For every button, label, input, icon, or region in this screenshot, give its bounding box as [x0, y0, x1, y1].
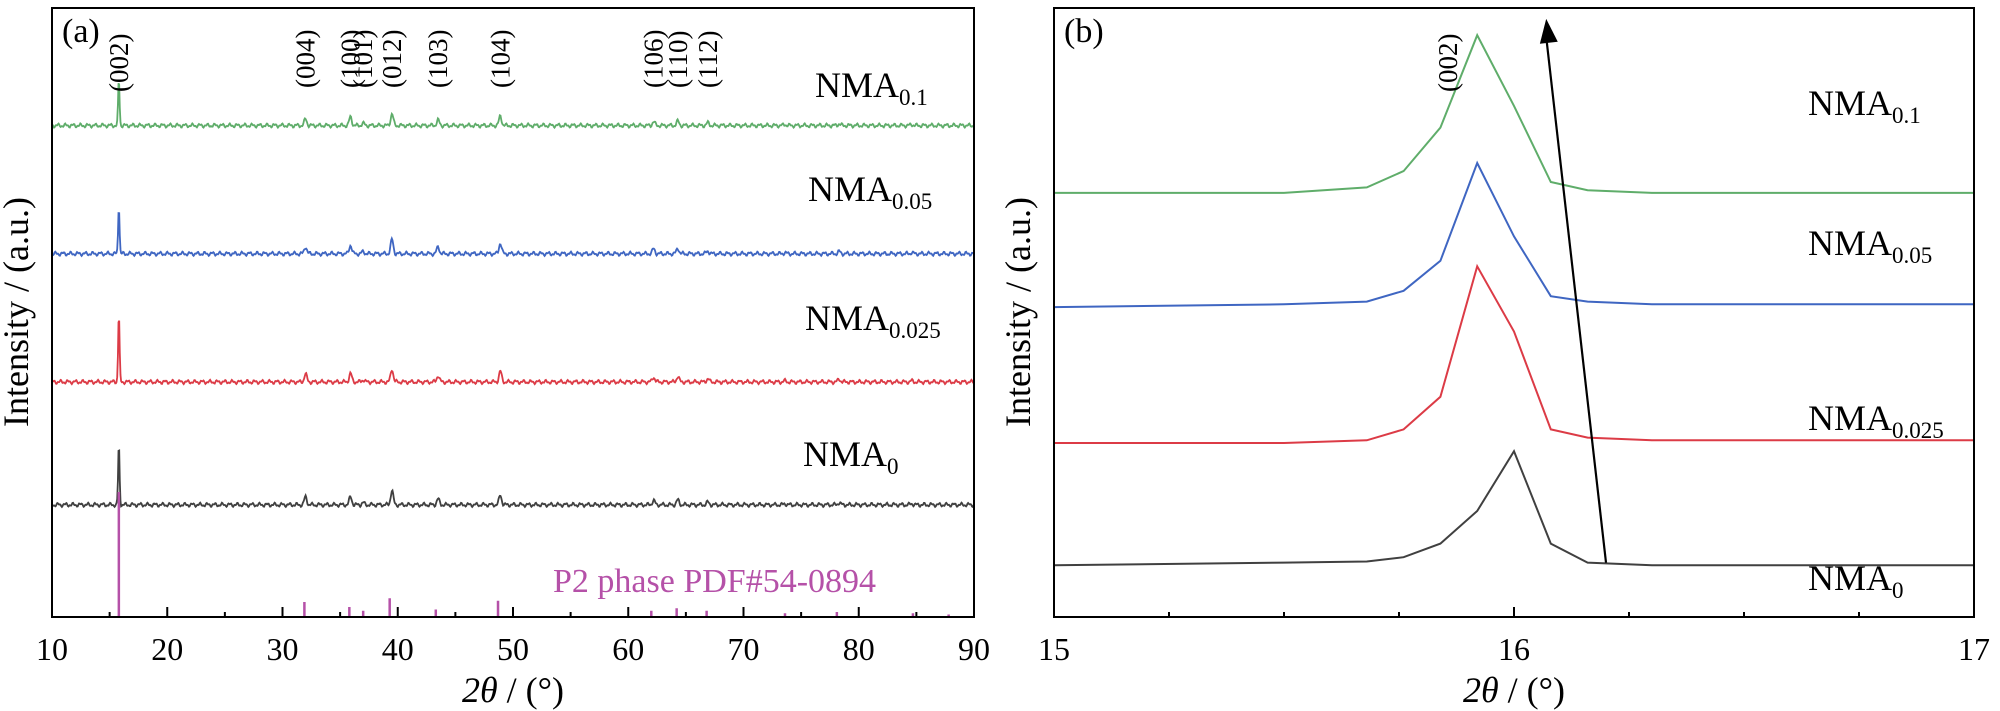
series-line-NMA0	[1053, 448, 1974, 567]
panel-a-chart: 10 20 30 40 50 60 70 80 90 (002) (004) (100)(101)(…	[0, 7, 990, 710]
peak-label: (106)	[639, 30, 669, 88]
series-line-NMA0	[51, 449, 975, 509]
x-tick-label: 50	[497, 631, 529, 667]
arrow-head	[1539, 18, 1558, 44]
peak-label: (004)	[291, 30, 321, 88]
peak-label: (002)	[104, 34, 134, 92]
series-line-NMA0.025	[1054, 263, 1974, 444]
peak-label: (112)	[693, 31, 723, 88]
x-tick-label: 60	[612, 631, 644, 667]
panel-a-label: (a)	[62, 13, 100, 50]
panel-b-series-labels: NMA0.1 NMA0.05 NMA0.025 NMA0	[1808, 83, 1944, 603]
panel-b-x-axis-label: 2θ / (°)	[1463, 670, 1565, 710]
panel-a-x-axis-label: 2θ / (°)	[462, 670, 564, 710]
peak-label: (100)	[335, 30, 365, 88]
panel-b-frame	[1053, 7, 1975, 618]
series-line-NMA0.05	[1053, 160, 1974, 309]
x-tick-label: 80	[843, 631, 875, 667]
panel-a-reference-pattern	[117, 492, 950, 617]
series-label-NMA0: NMA0	[1808, 558, 1904, 603]
panel-b-shift-arrow	[1539, 18, 1608, 563]
panel-b-label: (b)	[1064, 13, 1104, 50]
series-label-NMA0.05: NMA0.05	[1808, 223, 1932, 268]
series-line-NMA0.1	[51, 82, 974, 130]
panel-b-chart: 15 16 17 NMA0.1 NMA0.05 NMA0.025 NMA0 (b) (00…	[998, 7, 1990, 710]
series-line-NMA0.025	[51, 320, 975, 386]
series-label-NMA0.025: NMA0.025	[1808, 398, 1944, 443]
series-label-NMA0.025: NMA0.025	[805, 298, 941, 343]
x-tick-label: 10	[36, 631, 68, 667]
panel-a-y-axis-label: Intensity / (a.u.)	[0, 197, 36, 427]
panel-a-frame	[51, 7, 975, 618]
peak-label: (104)	[485, 30, 515, 88]
x-tick-label: 20	[151, 631, 183, 667]
arrow-shaft	[1545, 36, 1608, 563]
panel-b-y-axis-label: Intensity / (a.u.)	[998, 197, 1038, 427]
series-label-NMA0.05: NMA0.05	[808, 169, 932, 214]
series-label-NMA0.1: NMA0.1	[815, 65, 928, 110]
panel-a-peak-labels: (002) (004) (100)(101)(012) (103) (104) (106)…	[104, 30, 723, 92]
peak-label: (103)	[423, 30, 453, 88]
panel-a-plot-lines	[51, 82, 975, 509]
reference-pattern-label: P2 phase PDF#54-0894	[553, 563, 876, 600]
x-tick-label: 40	[382, 631, 414, 667]
panel-a-x-axis-ticks: 10 20 30 40 50 60 70 80 90	[36, 607, 990, 667]
series-line-NMA0.1	[1054, 32, 1974, 194]
series-label-NMA0.1: NMA0.1	[1808, 83, 1921, 128]
x-axis-unit: / (°)	[1499, 670, 1565, 710]
x-axis-symbol: 2θ	[1463, 670, 1499, 710]
x-tick-label: 30	[267, 631, 299, 667]
panel-b-plot-lines	[1053, 32, 1974, 567]
series-line-NMA0.05	[51, 212, 975, 258]
x-axis-symbol: 2θ	[462, 670, 498, 710]
x-tick-label: 16	[1498, 631, 1530, 667]
x-tick-label: 17	[1958, 631, 1990, 667]
panel-b-peak-label: (002)	[1433, 34, 1463, 92]
x-axis-unit: / (°)	[498, 670, 564, 710]
x-tick-label: 15	[1038, 631, 1070, 667]
panel-a-series-labels: NMA0.1 NMA0.05 NMA0.025 NMA0	[803, 65, 941, 479]
peak-label: (101)	[348, 30, 378, 88]
series-label-NMA0: NMA0	[803, 434, 899, 479]
peak-label: (110)	[663, 31, 693, 88]
x-tick-label: 90	[958, 631, 990, 667]
x-tick-label: 70	[728, 631, 760, 667]
peak-label: (012)	[377, 30, 407, 88]
